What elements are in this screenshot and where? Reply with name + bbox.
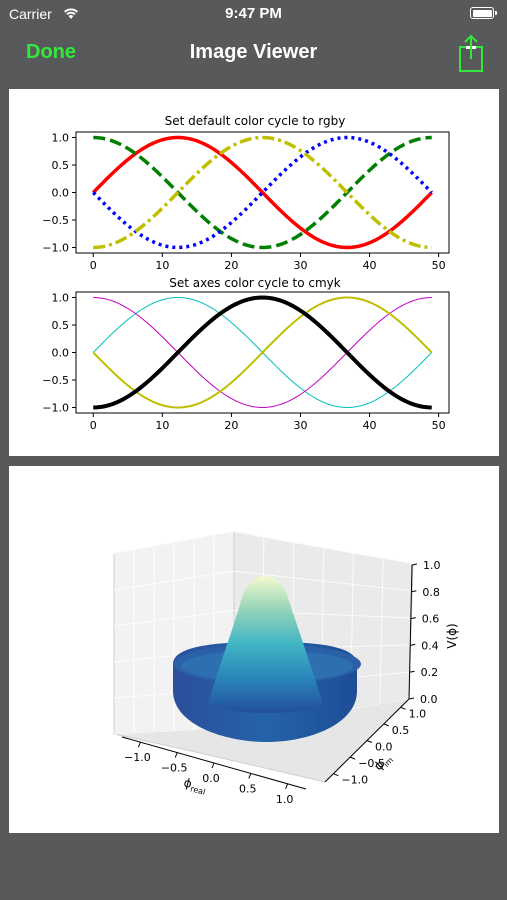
chart-1-y-tick-label: −0.5 [42, 214, 69, 227]
chart-1-x-tick-label: 20 [224, 259, 238, 272]
y-tick-label: 0.5 [392, 724, 410, 737]
chart-1-series-yellow-line [93, 135, 432, 250]
chart-2-series-magenta-line [93, 297, 432, 409]
chart-1-x-tick-label: 40 [363, 259, 377, 272]
z-tick-label: 0.4 [421, 639, 439, 652]
chart-2-x-tick-label: 40 [363, 419, 377, 432]
chart-2-x-tick-label: 30 [293, 419, 307, 432]
chart-1-x-tick-label: 50 [432, 259, 446, 272]
x-tick [174, 752, 178, 758]
x-tick-label: 1.0 [276, 793, 294, 806]
x-tick [285, 783, 289, 789]
chart-2-y-tick-label: 0.0 [52, 347, 70, 360]
battery-icon [470, 7, 497, 19]
image-card-line-charts: Set default color cycle to rgby 0 10 20 30 4… [9, 89, 499, 456]
image-card-surface-plot: 0.0 0.2 0.4 0.6 0.8 1.0 −1.0 −0.5 0.0 0.5 1.0 −1.0−… [9, 466, 499, 833]
y-tick-label: 1.0 [409, 707, 427, 720]
y-tick [400, 706, 406, 710]
chart-2-series-yellow-line [92, 296, 433, 409]
z-tick-label: 0.8 [422, 586, 440, 599]
y-tick-label: 0.0 [375, 741, 393, 754]
z-tick [411, 590, 417, 593]
x-tick-label: −0.5 [161, 762, 188, 775]
z-axis-label: V(ϕ) [445, 623, 459, 649]
chart-1-x-tick-label: 0 [90, 259, 97, 272]
chart-1-y-tick-label: 1.0 [52, 132, 70, 145]
status-time: 9:47 PM [225, 5, 282, 22]
z-axis-line [408, 564, 413, 700]
x-axis-label-sub: real [189, 784, 206, 797]
y-axis-label: ϕim [371, 750, 395, 774]
surface-mesh [173, 576, 361, 742]
line-charts-figure: Set default color cycle to rgby 0 10 20 30 4… [42, 114, 450, 432]
x-tick [248, 773, 252, 779]
chart-1-x-tick-label: 30 [293, 259, 307, 272]
page-title: Image Viewer [189, 41, 318, 63]
share-icon[interactable] [456, 34, 486, 72]
y-tick-label: −0.5 [358, 757, 385, 770]
x-axis-label-main: ϕ [182, 775, 193, 791]
y-tick [350, 756, 356, 760]
x-tick-label: 0.0 [202, 772, 220, 785]
chart-1-title: Set default color cycle to rgby [165, 114, 346, 128]
chart-2-y-tick-label: −0.5 [42, 374, 69, 387]
chart-1-x-tick-label: 10 [155, 259, 169, 272]
x-tick [211, 762, 215, 769]
z-tick [409, 670, 415, 673]
z-tick-label: 0.2 [421, 666, 439, 679]
chart-2-title: Set axes color cycle to cmyk [169, 276, 340, 290]
z-tick [410, 643, 416, 646]
chart-2-series-black-line [93, 295, 432, 410]
chart-2-y-tick-label: −1.0 [42, 402, 69, 415]
z-tick-label: 1.0 [423, 559, 441, 572]
chart-2-x-tick-label: 10 [155, 419, 169, 432]
chart-1-y-tick-label: 0.5 [52, 159, 70, 172]
done-button[interactable]: Done [26, 41, 76, 63]
z-tick [408, 697, 415, 700]
chart-2-y-tick-label: 1.0 [52, 292, 70, 305]
chart-2-x-tick-label: 0 [90, 419, 97, 432]
y-tick [366, 740, 373, 743]
x-tick-label: −1.0 [124, 751, 151, 764]
carrier-label: Carrier [9, 6, 52, 22]
x-tick-label: 0.5 [239, 782, 257, 795]
surface-plot-figure: 0.00.20.40.60.81.0−1.0−0.50.00.51.0−1.0−… [113, 531, 459, 806]
y-tick [383, 723, 389, 727]
z-tick-label: 0.0 [420, 693, 438, 706]
x-tick [137, 742, 141, 748]
chart-1-series-red-line [92, 135, 433, 250]
z-tick [411, 563, 418, 566]
chart-2-y-tick-label: 0.5 [52, 319, 70, 332]
chart-2-x-tick-label: 20 [224, 419, 238, 432]
chart-1-y-tick-label: −1.0 [42, 242, 69, 255]
x-axis-label: ϕreal [182, 775, 208, 796]
z-tick [410, 617, 416, 620]
chart-1-series-green-line [93, 135, 432, 250]
y-tick-label: −1.0 [341, 774, 368, 787]
y-tick [333, 773, 339, 777]
status-bar: Carrier 9:47 PM [0, 0, 507, 28]
chart-2-x-tick-label: 50 [432, 419, 446, 432]
wifi-icon [64, 8, 78, 19]
navigation-bar: Done Image Viewer [0, 28, 507, 80]
grid-line [379, 558, 384, 704]
z-tick-label: 0.6 [422, 613, 440, 626]
chart-1-y-tick-label: 0.0 [52, 187, 70, 200]
